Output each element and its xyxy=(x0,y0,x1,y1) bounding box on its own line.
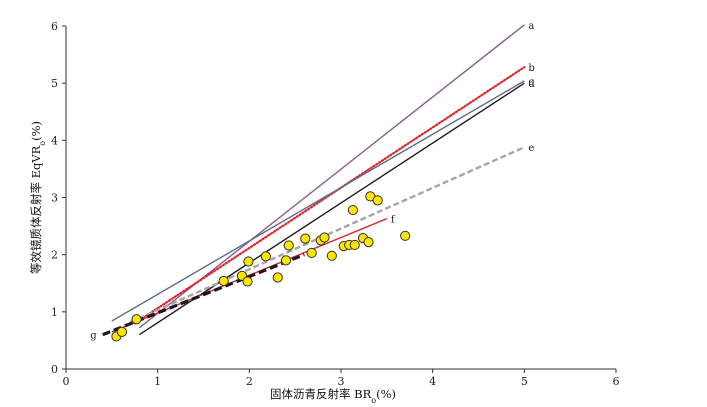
data-point xyxy=(260,251,271,262)
x-tick-label-2: 2 xyxy=(246,375,253,388)
line-d xyxy=(138,82,525,336)
data-point xyxy=(326,250,337,261)
data-point xyxy=(242,276,253,287)
y-tick-label-5: 5 xyxy=(51,77,58,90)
line-label-f: f xyxy=(391,215,396,226)
data-point xyxy=(347,204,359,216)
y-tick-label-6: 6 xyxy=(51,20,58,33)
line-label-g: g xyxy=(90,331,97,342)
line-label-e: e xyxy=(528,143,534,154)
data-point xyxy=(116,326,128,337)
x-tick-label-5: 5 xyxy=(521,375,528,388)
y-tick-label-4: 4 xyxy=(51,134,58,147)
x-tick-label-3: 3 xyxy=(338,375,345,388)
line-label-b: b xyxy=(528,63,534,74)
data-point xyxy=(319,232,330,243)
x-tick-label-0: 0 xyxy=(63,375,70,388)
line-label-a: a xyxy=(528,21,534,32)
data-point xyxy=(272,272,283,283)
line-b xyxy=(133,66,526,325)
line-c xyxy=(111,80,525,322)
data-point xyxy=(400,230,411,241)
data-point xyxy=(243,256,254,267)
line-label-c: c xyxy=(528,77,534,88)
data-point xyxy=(349,239,360,251)
data-point xyxy=(283,240,294,251)
data-point xyxy=(218,275,229,287)
y-axis-title: 等效镜质体反射率 EqVRo(%) xyxy=(29,121,47,274)
data-point xyxy=(280,255,292,266)
data-point xyxy=(306,247,317,259)
y-tick-label-0: 0 xyxy=(51,363,58,376)
y-tick-label-2: 2 xyxy=(51,249,58,262)
y-tick-label-1: 1 xyxy=(51,306,58,319)
line-label-d: d xyxy=(528,79,535,90)
x-tick-label-1: 1 xyxy=(154,375,161,388)
x-axis-title: 固体沥青反射率 BRo(%) xyxy=(270,387,396,405)
y-tick-label-3: 3 xyxy=(51,192,58,205)
data-point xyxy=(300,233,311,244)
x-tick-label-4: 4 xyxy=(429,375,436,388)
x-tick-label-6: 6 xyxy=(613,375,620,388)
data-point xyxy=(131,314,142,325)
data-point xyxy=(372,195,383,206)
data-point xyxy=(363,236,374,248)
